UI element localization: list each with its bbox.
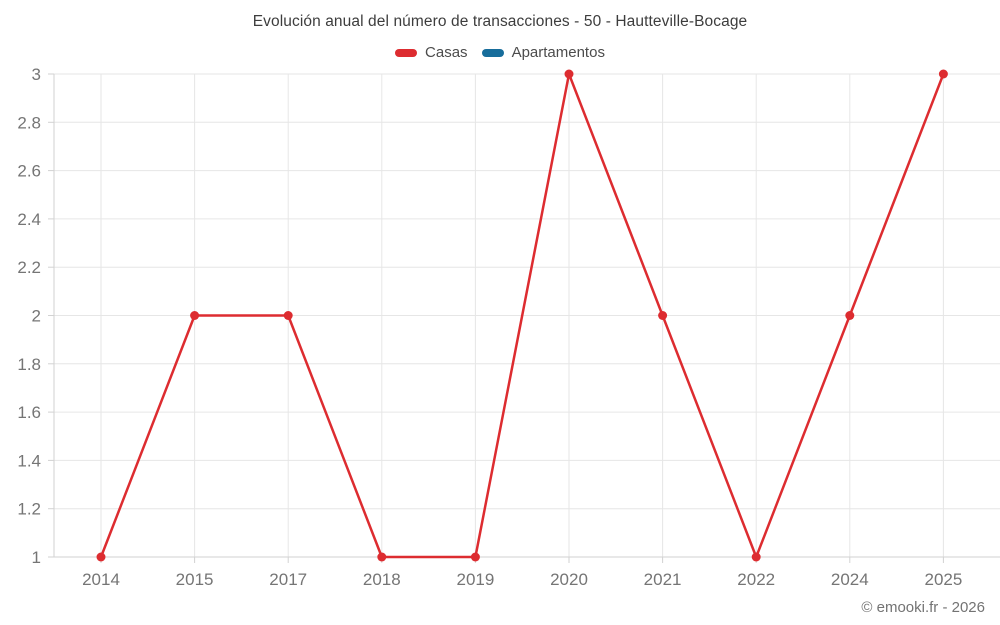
legend-item-casas[interactable]: Casas xyxy=(395,44,468,61)
x-tick-label: 2017 xyxy=(269,570,307,589)
y-tick-label: 2 xyxy=(32,307,41,326)
chart-title: Evolución anual del número de transaccio… xyxy=(252,13,748,30)
y-tick-label: 1 xyxy=(32,548,41,567)
y-tick-label: 2.2 xyxy=(17,258,41,277)
data-point-casas-2018[interactable] xyxy=(377,552,387,562)
legend-label-casas: Casas xyxy=(425,44,468,61)
data-point-casas-2022[interactable] xyxy=(751,552,761,562)
y-tick-label: 2.4 xyxy=(17,210,41,229)
x-tick-label: 2022 xyxy=(737,570,775,589)
x-tick-label: 2014 xyxy=(82,570,120,589)
series-line-casas xyxy=(99,72,945,559)
x-tick-label: 2021 xyxy=(644,570,682,589)
data-point-casas-2025[interactable] xyxy=(938,69,948,79)
y-tick-label: 3 xyxy=(32,65,41,84)
y-tick-label: 1.2 xyxy=(17,500,41,519)
y-tick-label: 2.6 xyxy=(17,162,41,181)
data-point-casas-2017[interactable] xyxy=(283,311,293,320)
legend-marker-apartamentos-icon xyxy=(481,48,504,57)
y-tick-label: 1.4 xyxy=(17,451,41,470)
copyright-text: © emooki.fr - 2026 xyxy=(861,599,985,616)
x-tick-label: 2019 xyxy=(456,570,494,589)
legend-item-apartamentos[interactable]: Apartamentos xyxy=(481,44,605,61)
y-tick-label: 2.8 xyxy=(17,113,41,132)
x-tick-label: 2024 xyxy=(831,570,869,589)
legend-marker-casas-icon xyxy=(395,48,418,57)
legend: Casas Apartamentos xyxy=(0,44,1000,61)
legend-label-apartamentos: Apartamentos xyxy=(511,44,605,61)
data-point-casas-2020[interactable] xyxy=(564,69,574,79)
y-tick-label: 1.6 xyxy=(17,403,41,422)
y-tick-label: 1.8 xyxy=(17,355,41,374)
data-point-casas-2024[interactable] xyxy=(845,311,855,320)
x-tick-label: 2020 xyxy=(550,570,588,589)
x-tick-label: 2025 xyxy=(924,570,962,589)
x-tick-label: 2018 xyxy=(363,570,401,589)
x-tick-label: 2015 xyxy=(176,570,214,589)
data-point-casas-2019[interactable] xyxy=(470,552,480,562)
data-point-casas-2021[interactable] xyxy=(658,311,668,320)
data-point-casas-2015[interactable] xyxy=(190,311,200,320)
data-point-casas-2014[interactable] xyxy=(96,552,106,562)
